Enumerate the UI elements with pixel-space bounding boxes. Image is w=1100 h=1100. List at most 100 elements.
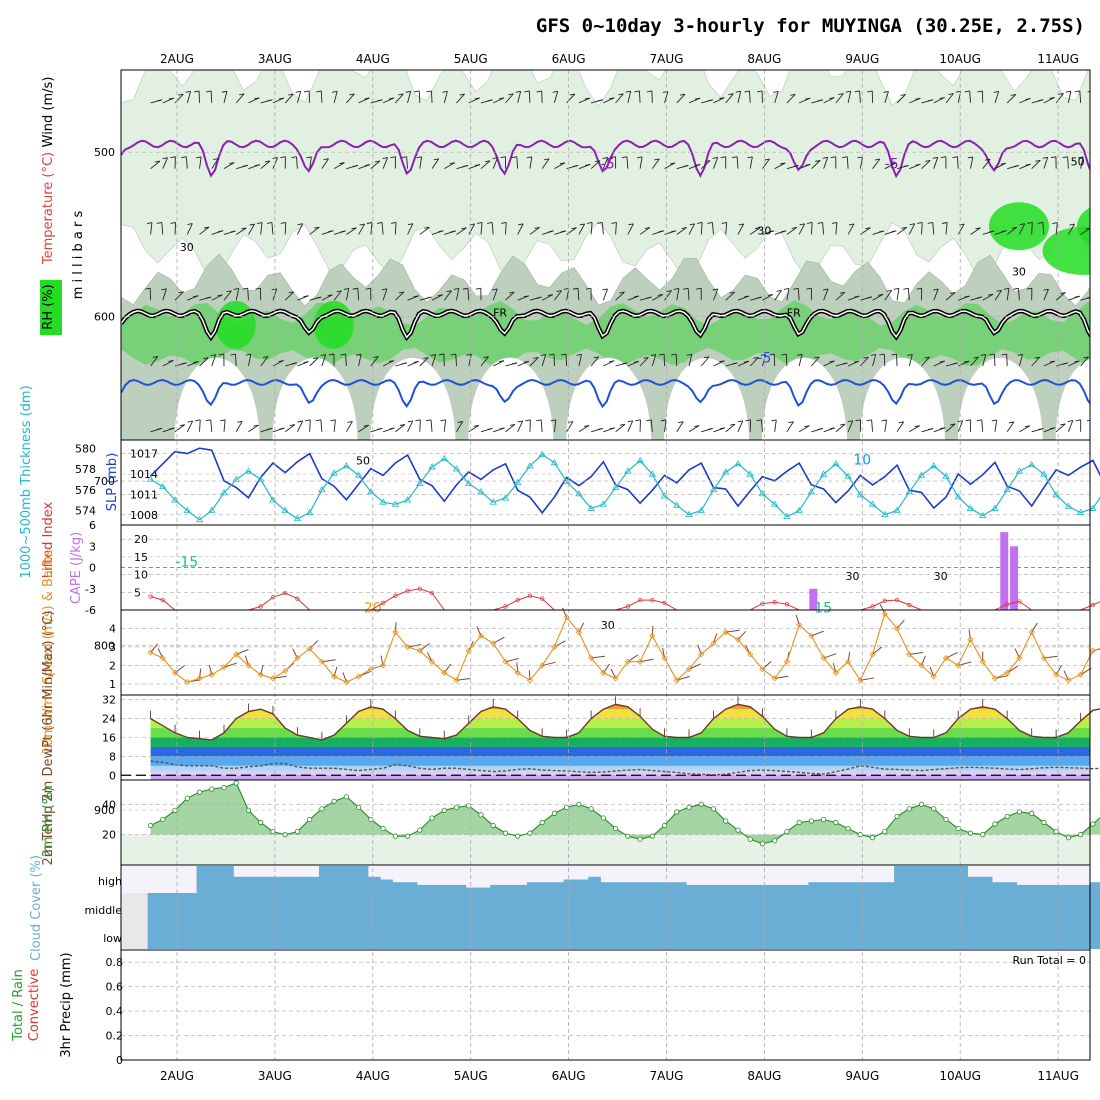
rh2m-point [637,836,643,842]
wind-barb [970,688,980,695]
wind-barb [1019,223,1026,235]
slp-tick: 1017 [130,448,158,461]
cloud-cover-bar [1040,921,1054,949]
wind-barb [431,90,433,103]
wind-barb [383,688,393,695]
wind-barb-flag [272,157,278,160]
wind-barb [835,291,846,301]
cloud-cover-bar [686,884,699,893]
wind-barb-flag [181,486,186,487]
cape-tick: 5 [134,586,141,599]
pressure-tick: 700 [94,475,115,488]
wind-barb-flag [210,354,216,357]
wind-barb-flag [671,560,676,561]
wind-barb-flag [886,289,892,292]
cloud-cover-bar [857,882,871,893]
rh2m-point [759,841,766,847]
wind-barb-flag [644,227,650,229]
wind-barb-flag [363,424,369,427]
wind-barb-flag [881,419,887,422]
wind-barb [933,551,934,563]
wind-barb [628,691,639,695]
wind-barb-flag [295,90,301,93]
cloud-level-label: middle [84,904,122,917]
cloud-cover-bar [649,882,663,893]
wind-barb-flag [788,421,794,424]
precip-tick: 0.8 [106,956,124,969]
wind-barb [934,688,944,695]
cloud-cover-bar [1065,921,1079,949]
cloud-cover-bar [943,866,956,893]
wind-barb-flag [151,684,156,685]
wind-barb [541,158,550,169]
rh2m-point [270,829,276,835]
cloud-cover-bar [159,893,173,921]
rh2m-point [882,829,888,835]
cloud-cover-bar [257,921,271,949]
wind-barb-flag [1050,427,1056,430]
cloud-cover-bar [147,921,161,949]
wind-barb [432,559,443,564]
wind-barb-flag [645,688,650,689]
temp-color-band [150,737,1090,747]
wind-barb-flag [560,230,566,233]
wind-barb-flag [509,423,516,426]
wind-barb-flag [917,222,923,224]
rh2m-point [612,825,619,832]
wind-barb [431,294,443,301]
lifted-index-tick: 3 [89,540,96,553]
wind-barb-flag [206,626,211,627]
thickness-point [1089,504,1097,511]
wind-barb-flag [145,287,151,290]
wind-barb-flag [879,559,884,560]
cloud-cover-bar [306,893,320,921]
thickness-point [477,488,485,495]
wind-barb-flag [927,428,934,430]
wind-barb [395,424,406,433]
isotherm-label: -15 [175,555,198,571]
cloud-cover-bar [1089,893,1100,921]
wind-barb-flag [866,419,872,422]
wind-barb-flag [217,294,223,297]
wind-barb-flag [605,487,610,488]
wind-barb [983,559,994,563]
wind-barb-flag [152,355,158,358]
rh-contour-label: 30 [846,570,860,583]
wind-barb-flag [242,287,248,290]
wind-barb-flag [939,688,944,689]
wind-barb-flag [236,618,241,619]
wind-barb [431,354,437,367]
wind-barb-flag [488,551,493,552]
wind-barb [1006,353,1008,367]
wind-barb-flag [1060,423,1066,426]
wind-barb-flag [914,425,920,428]
wind-barb-flag [211,486,216,487]
wind-barb-flag [1074,360,1080,363]
wind-barb-flag [915,97,921,100]
wind-barb-flag [423,357,429,359]
wind-barb [443,419,447,432]
wind-tick: 1 [109,678,116,691]
wind-barb-flag [891,230,897,233]
wind-barb-flag [297,420,303,423]
wind-barb-flag [355,353,362,356]
wind-barb-flag [769,353,775,356]
wind-barb-flag [377,427,383,430]
wind-barb [1032,685,1038,695]
wind-barb [676,421,684,433]
wind-barb-flag [829,688,834,689]
cloud-cover-bar [845,893,858,921]
wind-barb-flag [633,623,638,624]
wind-barb-flag [266,222,273,224]
wind-barb-flag [560,353,567,356]
cloud-cover-bar [783,893,797,921]
wind-barb-flag [571,227,577,230]
cloud-cover-bar [551,893,565,921]
wind-barb [994,91,1000,104]
wind-barb [285,486,287,498]
wind-barb [517,420,524,432]
wind-barb-flag [744,691,749,692]
cloud-cover-bar [881,921,895,949]
wind-barb-flag [977,626,982,627]
date-label-bottom: 6AUG [552,1069,586,1083]
